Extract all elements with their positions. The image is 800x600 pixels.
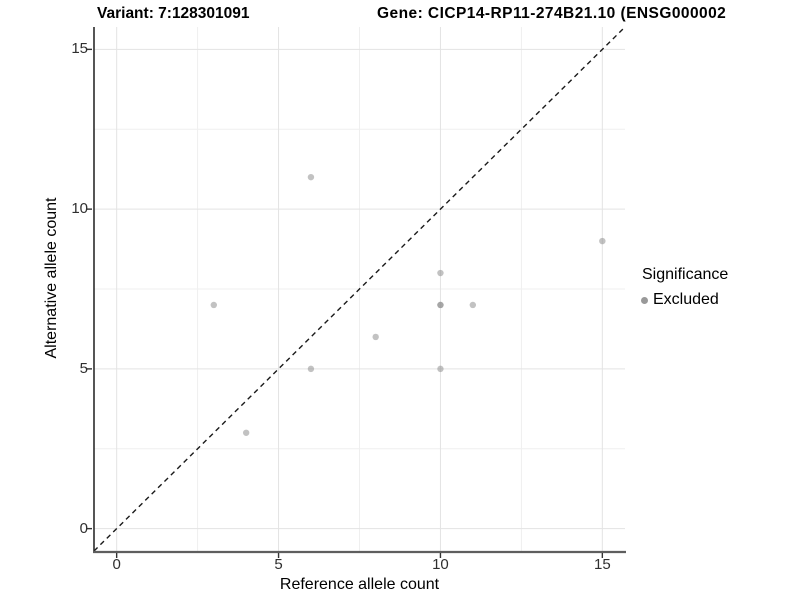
data-point — [307, 365, 315, 373]
legend-point-icon — [641, 296, 648, 304]
y-tick-label: 10 — [71, 200, 88, 218]
data-point — [307, 173, 315, 181]
variant-title: Variant: 7:128301091 — [97, 5, 250, 22]
data-point — [242, 429, 250, 436]
y-tick-label: 0 — [79, 519, 88, 537]
legend-title: Significance — [642, 266, 729, 283]
data-point — [210, 301, 217, 309]
y-tick-label: 5 — [79, 359, 88, 377]
legend-item-excluded: Excluded — [641, 291, 719, 309]
data-point — [599, 237, 606, 245]
identity-dashed-line — [93, 26, 626, 552]
x-tick-label: 5 — [274, 556, 283, 573]
data-point — [437, 301, 444, 309]
x-tick-label: 10 — [432, 556, 449, 573]
x-tick-label: 15 — [593, 556, 611, 573]
data-point — [372, 333, 379, 341]
x-axis-title: Reference allele count — [279, 576, 440, 593]
gene-title: Gene: CICP14-RP11-274B21.10 (ENSG000002 — [377, 5, 727, 22]
legend-item-label: Excluded — [653, 291, 719, 308]
y-axis-title: Alternative allele count — [43, 197, 60, 359]
data-point — [469, 301, 477, 309]
y-tick-label: 15 — [71, 40, 88, 58]
x-tick-label: 0 — [112, 556, 121, 573]
data-point — [437, 269, 444, 277]
data-point — [437, 365, 444, 373]
